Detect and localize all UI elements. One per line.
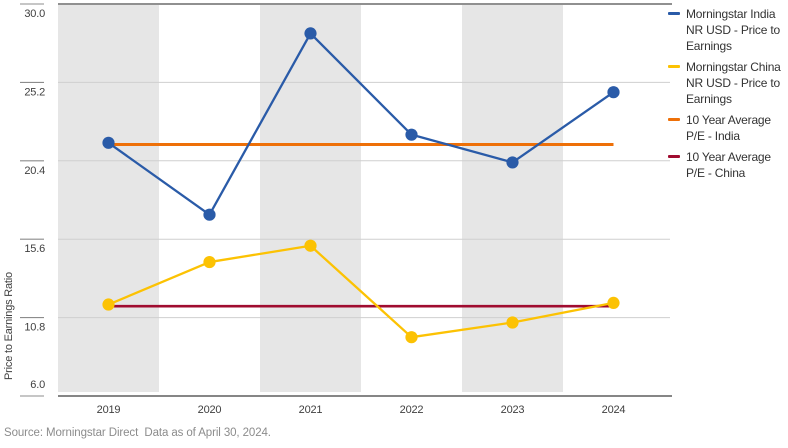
india-pe-marker-2019	[102, 136, 115, 149]
china-pe-marker-2022	[405, 331, 418, 344]
x-tick-label-2019: 2019	[97, 404, 121, 416]
plot-band-2023	[462, 5, 563, 392]
y-tick-label-25.2: 25.2	[24, 86, 45, 98]
x-tick-label-2024: 2024	[602, 404, 626, 416]
india-10y-avg-legend-swatch-icon	[668, 118, 680, 121]
china-pe-line	[107, 244, 615, 339]
china-10y-avg-legend-swatch-icon	[668, 155, 680, 158]
india-pe-marker-2022	[405, 128, 418, 141]
y-tick-label-30: 30.0	[24, 8, 45, 20]
india-pe-marker-2020	[203, 208, 216, 221]
india-pe-marker-2023	[506, 156, 519, 169]
x-tick-label-2020: 2020	[198, 404, 222, 416]
y-tick-label-6: 6.0	[30, 379, 45, 391]
legend-label-india-10y-avg: 10 Year Average P/E - India	[686, 113, 771, 143]
y-tick-label-20.4: 20.4	[24, 165, 45, 177]
plot-band-2021	[260, 5, 361, 392]
legend-item-china-pe: Morningstar China NR USD - Price to Earn…	[668, 59, 786, 107]
china-pe-marker-2021	[304, 239, 317, 252]
legend-label-china-pe: Morningstar China NR USD - Price to Earn…	[686, 60, 781, 106]
x-tick-label-2021: 2021	[299, 404, 323, 416]
china-pe-marker-2023	[506, 316, 519, 329]
china-pe-legend-swatch-icon	[668, 65, 680, 68]
plot-band-2019	[58, 5, 159, 392]
legend-item-india-pe: Morningstar India NR USD - Price to Earn…	[668, 6, 786, 54]
legend-item-india-10y-avg: 10 Year Average P/E - India	[668, 112, 786, 144]
chart-legend: Morningstar India NR USD - Price to Earn…	[668, 6, 786, 181]
legend-label-india-pe: Morningstar India NR USD - Price to Earn…	[686, 7, 780, 53]
x-tick-label-2022: 2022	[400, 404, 424, 416]
source-note: Source: Morningstar Direct Data as of Ap…	[4, 427, 271, 439]
india-pe-marker-2024	[607, 86, 620, 99]
china-pe-marker-2019	[102, 298, 115, 311]
india-pe-marker-2021	[304, 27, 317, 40]
legend-label-china-10y-avg: 10 Year Average P/E - China	[686, 150, 771, 180]
china-pe-marker-2024	[607, 296, 620, 309]
india-pe-legend-swatch-icon	[668, 12, 680, 15]
x-tick-label-2023: 2023	[501, 404, 525, 416]
y-tick-label-10.8: 10.8	[24, 322, 45, 334]
legend-item-china-10y-avg: 10 Year Average P/E - China	[668, 149, 786, 181]
y-tick-label-15.6: 15.6	[24, 243, 45, 255]
china-pe-marker-2020	[203, 255, 216, 269]
india-pe-line	[107, 32, 615, 216]
